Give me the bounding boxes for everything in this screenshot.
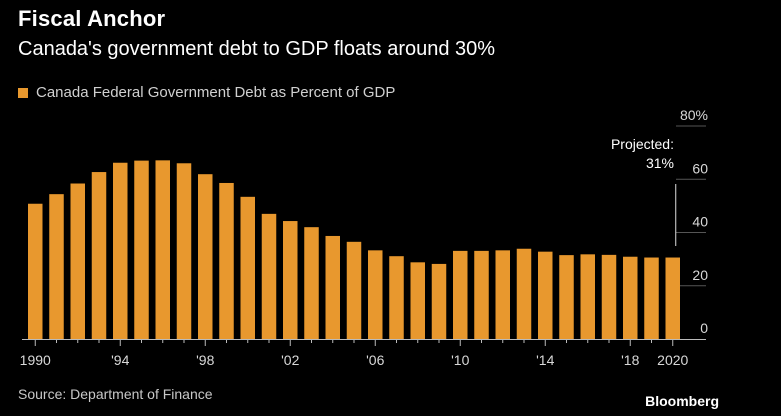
y-tick-label: 0	[700, 320, 708, 336]
x-tick-label: '02	[281, 352, 299, 368]
x-tick-label: '18	[621, 352, 639, 368]
bar	[601, 254, 617, 339]
bar	[49, 194, 64, 339]
x-tick-label: '14	[536, 352, 554, 368]
bar	[644, 257, 659, 339]
chart-subtitle: Canada's government debt to GDP floats a…	[18, 38, 496, 60]
bar	[134, 160, 149, 339]
bar	[176, 163, 192, 339]
x-tick-label: '98	[196, 352, 214, 368]
x-axis: 1990 '94 '98 '02 '06 '10 '14 '18 2020	[20, 339, 706, 368]
bar	[346, 241, 362, 339]
bar	[368, 250, 383, 339]
annotation-text-line2: 31%	[646, 155, 674, 171]
bar	[155, 160, 170, 339]
annotation-text-line1: Projected:	[611, 136, 674, 152]
y-axis-labels: 0 20 40 60 80%	[680, 107, 708, 336]
bar	[495, 250, 510, 339]
bar	[516, 248, 532, 339]
bar	[240, 196, 255, 339]
bar	[28, 203, 43, 339]
x-tick-label: '10	[451, 352, 469, 368]
bar	[91, 172, 107, 339]
bloomberg-logo: Bloomberg	[645, 393, 719, 409]
bar	[580, 254, 595, 339]
bar	[198, 174, 213, 339]
x-tick-label: 1990	[20, 352, 51, 368]
bar	[410, 262, 425, 339]
bar	[431, 263, 447, 339]
x-tick-label: 2020	[657, 352, 688, 368]
legend-label: Canada Federal Government Debt as Percen…	[36, 84, 396, 101]
chart-legend: Canada Federal Government Debt as Percen…	[18, 84, 395, 101]
y-tick-label: 40	[692, 214, 708, 230]
bar	[283, 221, 298, 339]
source-note: Source: Department of Finance	[18, 386, 213, 402]
y-tick-label: 20	[692, 267, 708, 283]
bar	[219, 182, 234, 339]
bar	[453, 250, 468, 339]
projection-annotation: Projected: 31%	[611, 136, 677, 246]
bar	[474, 250, 489, 339]
bar	[538, 251, 553, 339]
x-tick-label: '06	[366, 352, 384, 368]
x-tick-label: '94	[111, 352, 129, 368]
bar	[665, 257, 680, 339]
bar	[304, 227, 319, 339]
chart-title: Fiscal Anchor	[18, 6, 166, 31]
bar	[70, 183, 85, 339]
bar	[261, 213, 277, 339]
y-tick-label: 80%	[680, 107, 708, 123]
bars-group	[28, 160, 680, 339]
y-tick-label: 60	[692, 160, 708, 176]
bar	[325, 235, 340, 339]
legend-swatch	[18, 87, 28, 98]
bar	[623, 256, 638, 339]
bar	[389, 256, 404, 339]
grid-lines	[676, 125, 706, 287]
bar	[559, 255, 574, 339]
bar	[113, 162, 128, 339]
